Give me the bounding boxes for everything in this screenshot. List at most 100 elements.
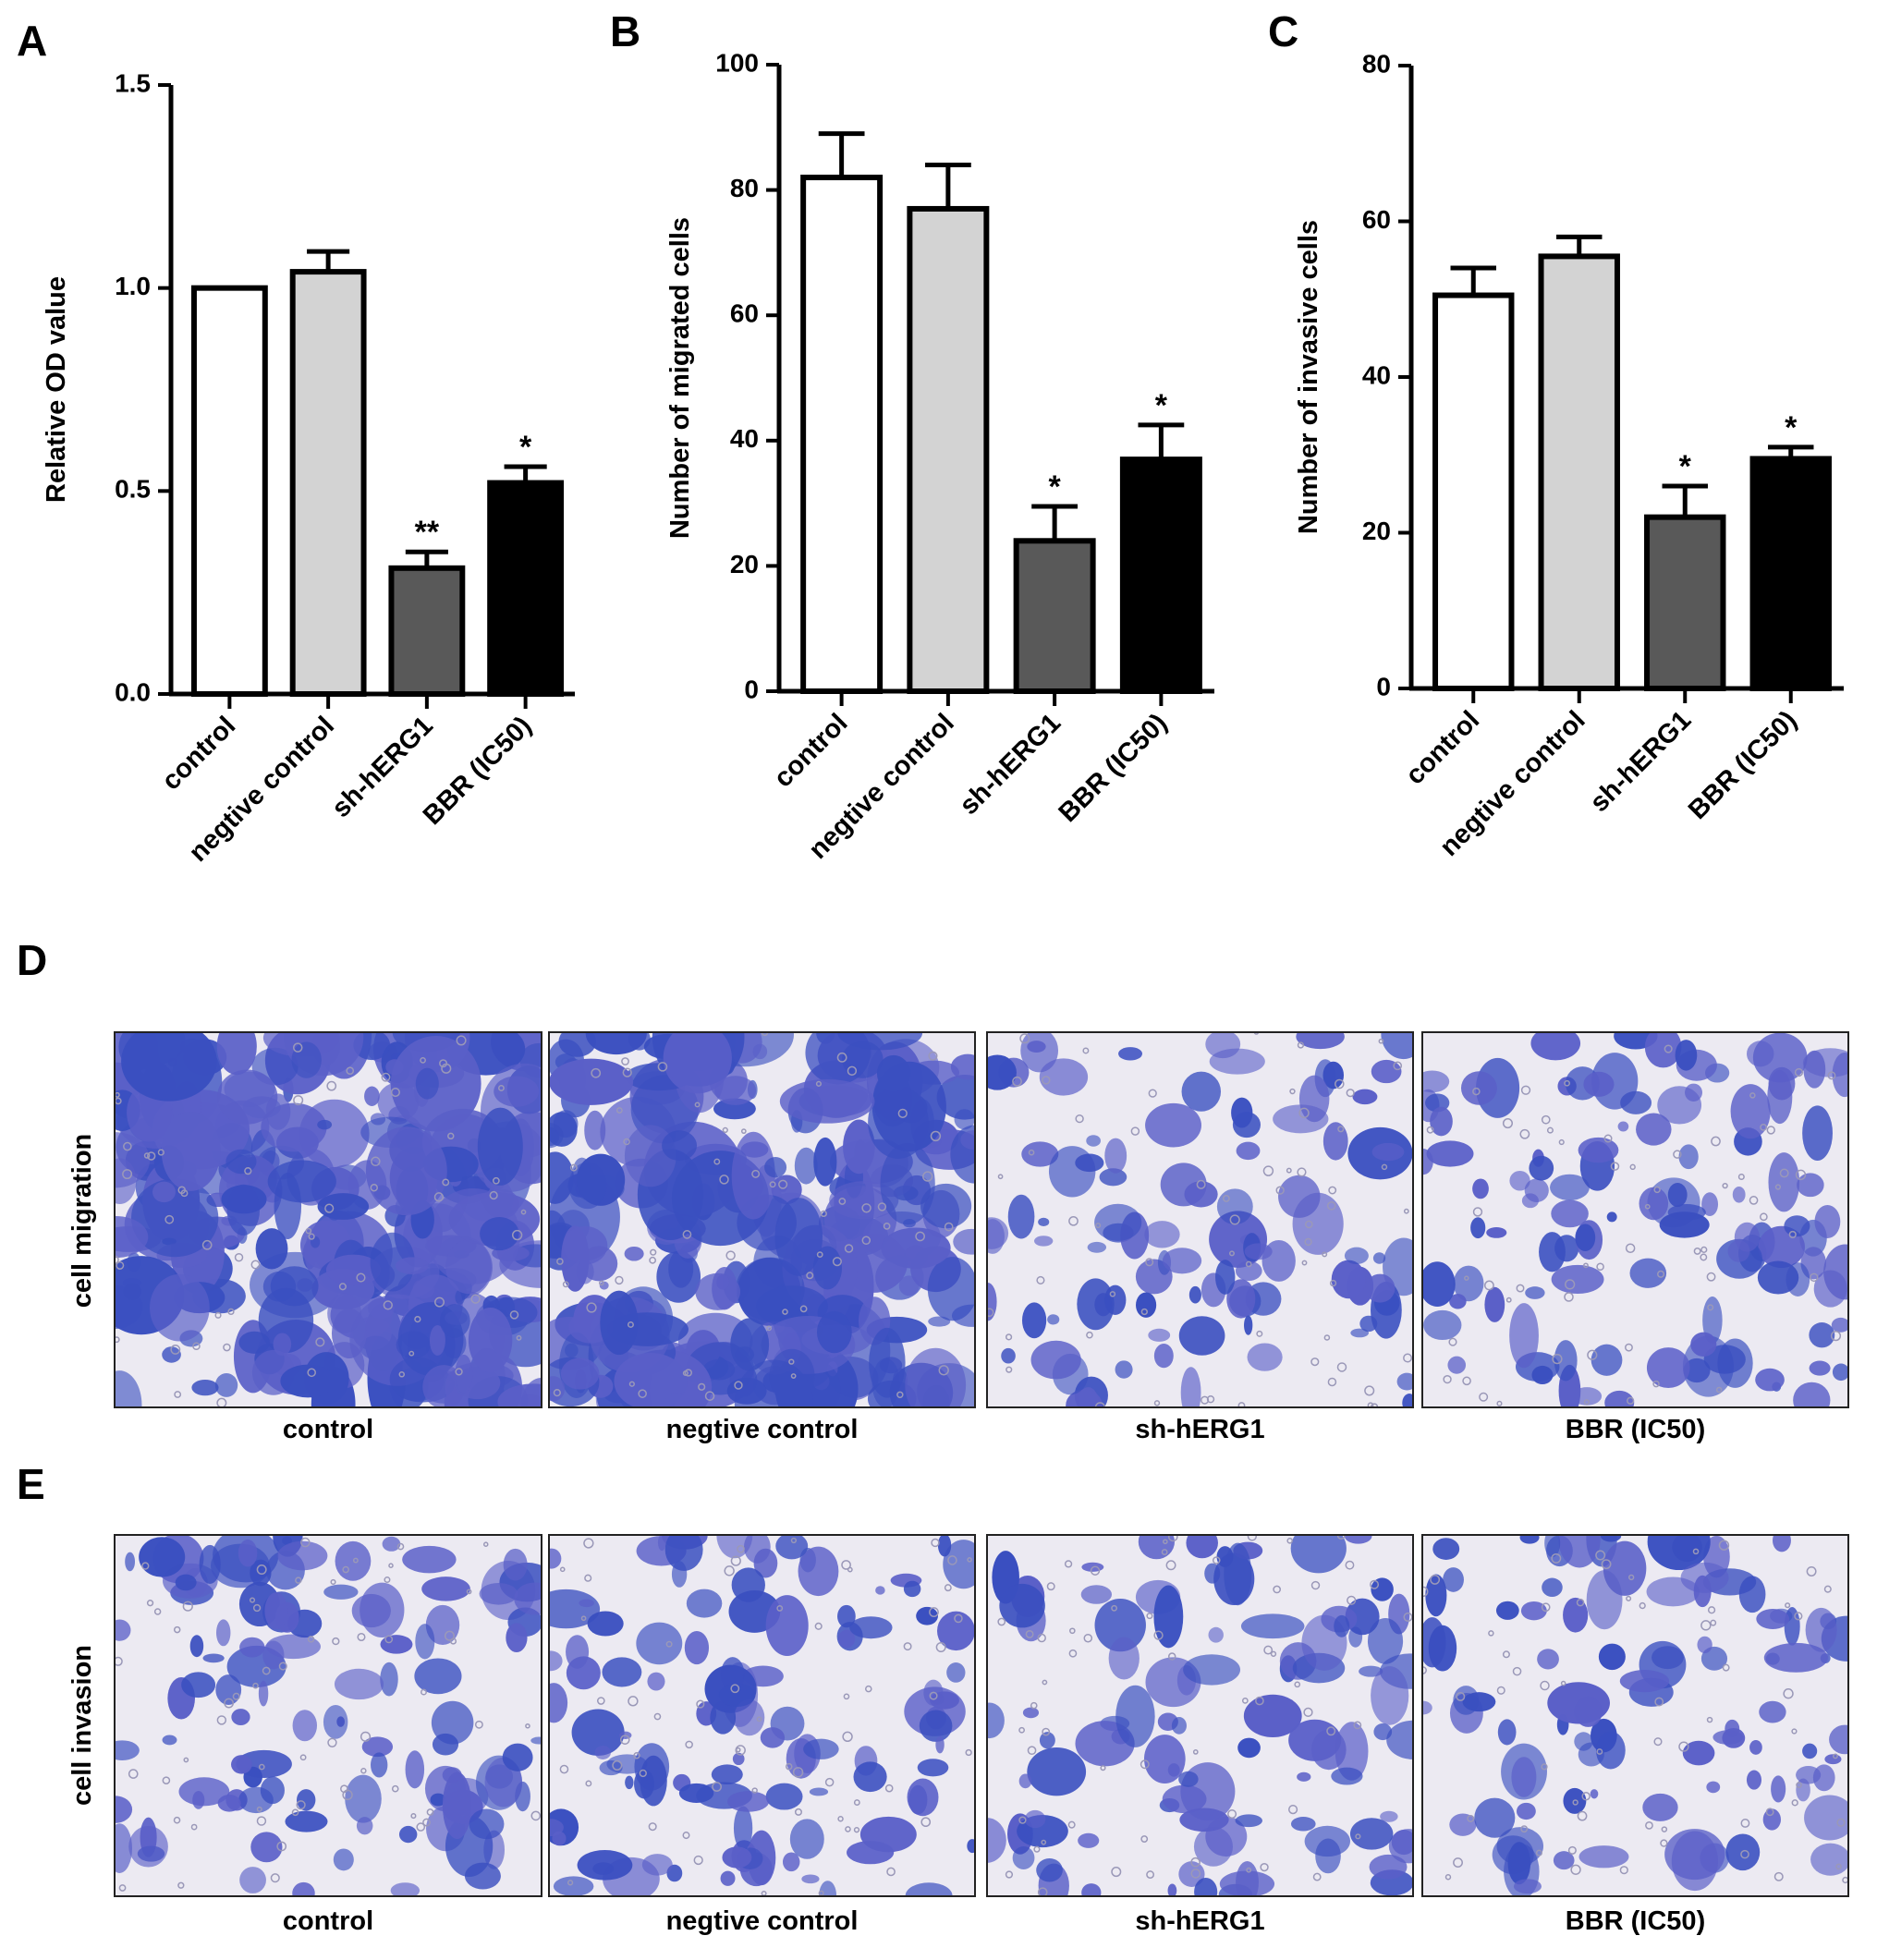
- cell: [121, 1032, 217, 1102]
- cell: [1365, 1273, 1396, 1303]
- cell: [801, 1874, 820, 1884]
- cell: [239, 1867, 266, 1893]
- cell: [720, 1657, 745, 1692]
- cell: [1290, 1817, 1316, 1832]
- speck: [847, 1065, 858, 1077]
- speck: [766, 1325, 773, 1332]
- speck: [177, 1186, 187, 1195]
- speck: [997, 1617, 1006, 1626]
- cell: [779, 1078, 875, 1124]
- x-tick-label: BBR (IC50): [1054, 708, 1174, 828]
- speck: [456, 1035, 467, 1046]
- speck: [426, 1808, 434, 1816]
- speck: [621, 1057, 629, 1065]
- cell: [464, 1862, 501, 1890]
- cell: [1642, 1793, 1678, 1821]
- speck: [1564, 1079, 1570, 1087]
- speck: [1673, 1150, 1682, 1159]
- cell: [469, 1808, 505, 1840]
- cell: [1730, 1084, 1771, 1139]
- speck: [1190, 1869, 1201, 1879]
- micrograph-frame: [548, 1031, 976, 1408]
- speck: [694, 1102, 701, 1108]
- speck: [360, 1768, 367, 1774]
- cell: [1183, 1654, 1241, 1686]
- speck: [324, 1203, 335, 1213]
- cell: [568, 1162, 607, 1210]
- speck: [1692, 1548, 1700, 1555]
- speck: [633, 1751, 640, 1759]
- speck: [682, 1230, 692, 1239]
- speck: [1212, 1556, 1221, 1564]
- speck: [1773, 1871, 1784, 1881]
- cell: [937, 1535, 952, 1557]
- speck: [482, 1541, 489, 1547]
- speck: [356, 1272, 366, 1283]
- cell: [1671, 1831, 1719, 1892]
- caption: sh-hERG1: [1135, 1415, 1264, 1444]
- cell: [1349, 1818, 1394, 1850]
- cell: [1422, 1700, 1432, 1715]
- speck: [929, 1691, 938, 1700]
- cell: [1486, 1226, 1507, 1238]
- speck: [648, 1822, 657, 1832]
- speck: [1516, 1284, 1525, 1293]
- speck: [1297, 1167, 1307, 1177]
- speck: [1448, 1337, 1457, 1346]
- speck: [947, 1555, 957, 1565]
- cell: [987, 1282, 997, 1321]
- cell: [280, 1364, 335, 1398]
- speck: [1794, 1067, 1804, 1077]
- speck: [370, 1184, 378, 1192]
- speck: [567, 1880, 574, 1886]
- speck: [1430, 1574, 1441, 1585]
- speck: [492, 1176, 500, 1185]
- speck: [616, 1107, 623, 1114]
- micrograph-frame: [548, 1534, 976, 1897]
- speck: [730, 1684, 740, 1694]
- bar: [388, 565, 466, 697]
- cell: [1143, 1735, 1186, 1784]
- cell: [497, 1383, 542, 1407]
- speck: [1595, 1550, 1606, 1561]
- speck: [832, 1257, 842, 1267]
- speck: [782, 1309, 788, 1315]
- cell: [919, 1710, 953, 1742]
- speck: [740, 1128, 747, 1135]
- speck: [360, 1731, 372, 1742]
- cell: [577, 1850, 633, 1881]
- cell: [1600, 1535, 1622, 1542]
- cell: [1462, 1692, 1496, 1712]
- speck: [252, 1682, 259, 1689]
- cell: [150, 1273, 210, 1342]
- speck: [842, 1731, 853, 1743]
- cell: [1038, 1217, 1050, 1227]
- speck: [1502, 1118, 1514, 1129]
- cell: [214, 1373, 238, 1397]
- micrograph-content: [115, 1535, 542, 1896]
- y-axis-label: Number of invasive cells: [1294, 220, 1323, 534]
- cell: [907, 1778, 939, 1817]
- speck: [183, 1757, 189, 1763]
- speck: [931, 1538, 940, 1548]
- micrograph: [986, 1534, 1414, 1897]
- speck: [340, 1784, 348, 1794]
- cell: [1162, 1248, 1202, 1274]
- speck: [1222, 1195, 1230, 1202]
- speck: [788, 1358, 795, 1365]
- cell: [960, 1130, 975, 1150]
- speck: [769, 1181, 776, 1188]
- cell: [1574, 1696, 1603, 1727]
- speck: [416, 1822, 426, 1832]
- cell: [1021, 1302, 1047, 1339]
- cell: [1749, 1740, 1762, 1755]
- speck: [1346, 1089, 1355, 1098]
- cell: [1755, 1368, 1785, 1392]
- cell: [905, 1882, 953, 1896]
- speck: [965, 1748, 972, 1757]
- speck: [559, 1764, 569, 1774]
- cell: [1104, 1284, 1127, 1315]
- cell: [1578, 1137, 1619, 1163]
- cell: [432, 1733, 459, 1756]
- speck: [585, 1780, 592, 1787]
